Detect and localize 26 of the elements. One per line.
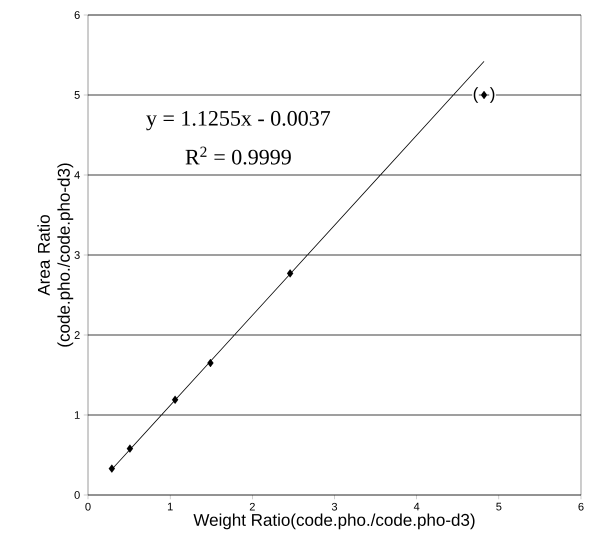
- y-tick-label: 6: [74, 11, 80, 19]
- x-axis-title: Weight Ratio(code.pho./code.pho-d3): [193, 513, 475, 530]
- y-tick-label: 0: [74, 491, 80, 499]
- y-axis-title: Area Ratio (code.pho./code.pho-d3): [37, 163, 74, 347]
- x-tick-label: 0: [85, 502, 91, 511]
- y-tick-label: 5: [74, 91, 80, 99]
- y-tick-label: 1: [74, 411, 80, 419]
- annotation: ): [490, 87, 494, 103]
- x-tick-label: 3: [332, 502, 338, 511]
- x-tick-label: 2: [250, 502, 255, 510]
- annotation: y = 1.1255x - 0.0037: [146, 110, 330, 130]
- x-tick-label: 6: [578, 502, 584, 511]
- point: [126, 444, 134, 453]
- annotation: (: [474, 87, 478, 103]
- annotation: R$^{2}$ = 0.9999: [186, 146, 291, 165]
- x-tick-label: 4: [414, 502, 420, 510]
- x-tick-label: 1: [168, 502, 173, 510]
- point: [172, 396, 178, 404]
- y-tick-label: 4: [74, 171, 80, 179]
- point: [108, 464, 116, 473]
- y-tick-label: 2: [74, 331, 80, 339]
- x-tick-label: 5: [496, 502, 502, 510]
- point: [207, 358, 214, 368]
- point: [286, 269, 294, 278]
- point: [480, 90, 488, 100]
- y-tick-label: 3: [74, 251, 80, 259]
